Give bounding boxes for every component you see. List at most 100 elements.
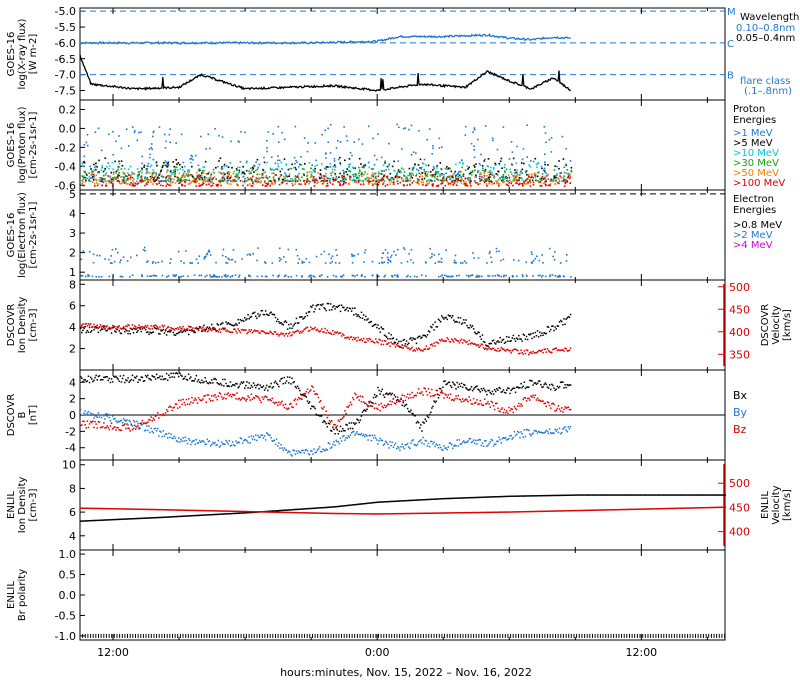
data-point [487,180,490,182]
data-point [569,160,572,162]
velocity-point [294,330,297,333]
density-point [512,334,515,337]
field-point [497,440,499,443]
field-point [393,444,396,446]
field-point [489,406,491,408]
velocity-point [155,325,158,327]
field-point [464,384,466,386]
field-point [110,422,113,424]
density-point [413,338,415,340]
field-point [445,447,447,449]
data-point [464,169,467,171]
data-point [233,180,236,183]
density-point [152,331,155,333]
field-point [401,404,403,407]
field-point [543,383,545,386]
density-point [259,314,261,316]
data-point [83,184,85,187]
data-point [245,162,248,164]
data-point [557,177,560,180]
data-point [409,177,411,180]
data-point [102,170,105,173]
field-point [569,408,572,411]
field-point [551,432,553,435]
field-point [139,427,141,430]
field-point [263,396,266,398]
data-point [384,274,386,277]
field-point [428,413,431,416]
data-point [388,142,390,145]
field-point [257,434,259,437]
field-point [384,393,387,395]
velocity-point [300,330,302,333]
density-point [569,313,572,316]
data-point [92,179,95,181]
field-point [108,416,111,419]
velocity-point [428,347,431,349]
field-point [131,374,134,377]
field-point [550,407,552,409]
data-point [98,275,100,278]
density-point [192,514,194,517]
field-point [297,387,300,390]
density-point [104,328,106,330]
field-point [497,407,499,410]
data-point [353,141,355,143]
data-point [227,171,230,173]
data-point [256,180,259,182]
field-point [83,379,85,381]
data-point [257,166,259,169]
velocity-point [455,339,457,341]
data-point [252,175,254,178]
field-point [240,381,243,383]
data-point [147,260,149,262]
velocity-point [229,331,232,333]
ytick-label: -0.2 [55,141,76,154]
field-point [237,398,239,400]
field-point [414,415,417,417]
velocity-point [492,347,495,350]
data-point [211,184,214,187]
right-tick-label: 350 [729,348,750,361]
data-point [346,173,349,176]
data-point [559,275,561,278]
data-point [501,167,503,169]
data-point [569,174,571,176]
field-point [238,397,240,400]
data-point [515,175,517,178]
data-point [438,147,441,149]
velocity-point [245,329,247,331]
field-point [288,407,290,409]
velocity-point [463,339,465,341]
velocity-point [277,333,279,335]
data-point [116,180,119,182]
field-point [318,446,321,448]
field-point [246,381,248,383]
field-point [424,439,426,442]
data-point [215,167,217,169]
velocity-point [85,323,87,325]
velocity-point [427,348,430,350]
data-point [326,182,329,185]
velocity-point [307,330,310,332]
field-point [338,442,341,445]
velocity-point [142,326,145,329]
data-point [235,173,238,176]
data-point [206,253,208,256]
data-point [358,138,360,141]
field-point [167,410,169,413]
density-point [213,328,215,331]
velocity-point [247,331,249,333]
data-point [366,173,369,175]
data-point [417,169,420,172]
field-point [443,397,445,399]
data-point [465,262,467,264]
data-point [202,182,205,185]
data-point [553,177,556,179]
velocity-point [547,350,550,352]
velocity-point [517,349,519,352]
field-point [99,426,102,429]
velocity-point [207,330,210,332]
data-point [167,180,170,183]
data-point [98,179,100,181]
